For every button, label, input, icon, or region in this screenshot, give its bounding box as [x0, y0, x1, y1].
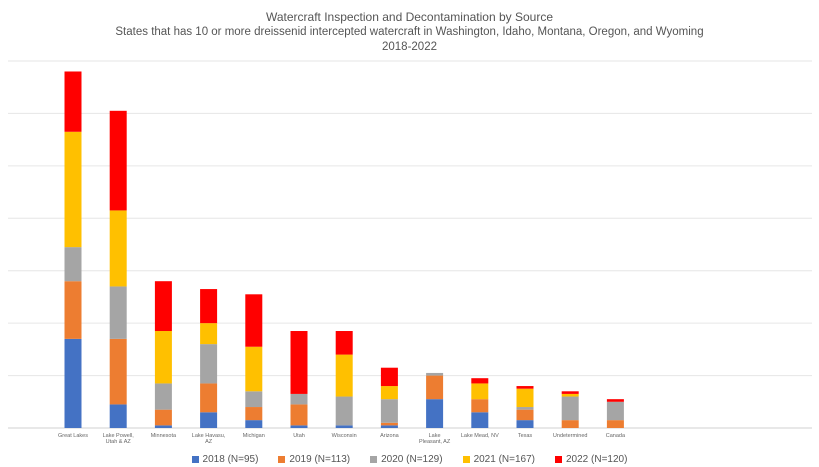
bar-segment: [516, 388, 534, 408]
x-tick-label: Lake Powell, Utah & AZ: [103, 433, 135, 445]
bar-segment: [200, 344, 218, 384]
bar-segment: [335, 331, 353, 355]
legend-item: 2021 (N=167): [462, 454, 535, 465]
bar-segment: [290, 404, 308, 426]
legend-swatch: [278, 456, 286, 463]
bar-segment: [471, 383, 489, 400]
bar-segment: [561, 396, 579, 421]
bar-segment: [561, 391, 579, 394]
bar-segment: [471, 378, 489, 384]
bar-segment: [335, 396, 353, 426]
legend-label: 2021 (N=167): [473, 454, 535, 465]
bar-segment: [606, 399, 624, 402]
bar-segment: [64, 338, 82, 428]
legend-item: 2019 (N=113): [278, 454, 350, 465]
bar-segment: [200, 289, 218, 324]
legend-swatch: [370, 456, 378, 463]
chart-years: 2018-2022: [382, 41, 437, 53]
legend: 2018 (N=95) 2019 (N=113) 2020 (N=129) 2021 …: [0, 454, 819, 465]
bar-segment: [516, 409, 534, 421]
x-tick-label: Lake Havasu, AZ: [192, 433, 226, 445]
legend-item: 2020 (N=129): [370, 454, 443, 465]
bar-segment: [200, 323, 218, 345]
bar-segment: [154, 383, 172, 410]
legend-label: 2020 (N=129): [381, 454, 443, 465]
bar-segment: [516, 407, 534, 410]
bar-segment: [290, 425, 308, 428]
bar-segment: [516, 420, 534, 428]
bar-segment: [154, 331, 172, 384]
x-tick-label: Michigan: [243, 433, 265, 439]
legend-label: 2018 (N=95): [202, 454, 259, 465]
bar-segment: [290, 393, 308, 405]
legend-label: 2019 (N=113): [289, 454, 351, 465]
bar-segment: [64, 131, 82, 248]
bar-segment: [245, 391, 263, 408]
bar-segment: [109, 110, 127, 211]
bar-segment: [200, 383, 218, 413]
x-tick-label: Utah: [293, 433, 305, 439]
bar-segment: [245, 420, 263, 428]
chart-subtitle: States that has 10 or more dreissenid in…: [115, 26, 704, 38]
x-tick-label: Texas: [518, 433, 533, 439]
x-tick-label: Canada: [606, 433, 626, 439]
bar-segment: [64, 247, 82, 282]
bar-segment: [64, 71, 82, 132]
bar-segment: [200, 412, 218, 428]
x-tick-label: Wisconsin: [332, 433, 357, 439]
bar-segment: [516, 386, 534, 389]
stacked-bar-plot: Great Lakes Lake Powell, Utah & AZ Minnesot…: [8, 60, 812, 445]
bar-segment: [606, 420, 624, 428]
bar-segment: [606, 401, 624, 421]
bar-segment: [245, 346, 263, 392]
bar-segment: [109, 338, 127, 405]
bar-segment: [426, 372, 444, 376]
legend-swatch: [191, 456, 199, 463]
bar-segment: [245, 294, 263, 347]
bar-segment: [380, 386, 398, 400]
bar-segment: [335, 425, 353, 428]
legend-item: 2018 (N=95): [191, 454, 259, 465]
legend-label: 2022 (N=120): [566, 454, 628, 465]
bar-segment: [561, 393, 579, 397]
x-tick-label: Great Lakes: [58, 433, 88, 439]
bar-segment: [335, 354, 353, 397]
bar-segment: [380, 367, 398, 387]
bar-segment: [380, 422, 398, 426]
bar-segment: [290, 331, 308, 394]
bar-segment: [245, 407, 263, 421]
bar-segment: [109, 404, 127, 428]
bar-segment: [471, 399, 489, 413]
bar-segment: [426, 375, 444, 400]
bar-segment: [426, 399, 444, 428]
x-tick-label: Undetermined: [553, 433, 588, 439]
bar-segment: [380, 399, 398, 423]
bar-segment: [64, 281, 82, 339]
bar-segment: [380, 425, 398, 428]
bar-segment: [109, 210, 127, 287]
x-tick-label: Lake Mead, NV: [461, 433, 499, 439]
bar-segment: [471, 412, 489, 428]
x-tick-label: Lake Pleasant, AZ: [419, 433, 451, 445]
bar-segment: [154, 409, 172, 426]
legend-swatch: [555, 456, 562, 463]
legend-swatch: [462, 456, 470, 463]
x-tick-label: Arizona: [380, 433, 400, 439]
bar-segment: [109, 286, 127, 339]
bar-segment: [154, 281, 172, 332]
bar-segment: [154, 425, 172, 428]
bar-segment: [561, 420, 579, 428]
legend-item: 2022 (N=120): [555, 454, 627, 465]
x-tick-label: Minnesota: [151, 433, 177, 439]
chart-title: Watercraft Inspection and Decontaminatio…: [265, 10, 554, 24]
